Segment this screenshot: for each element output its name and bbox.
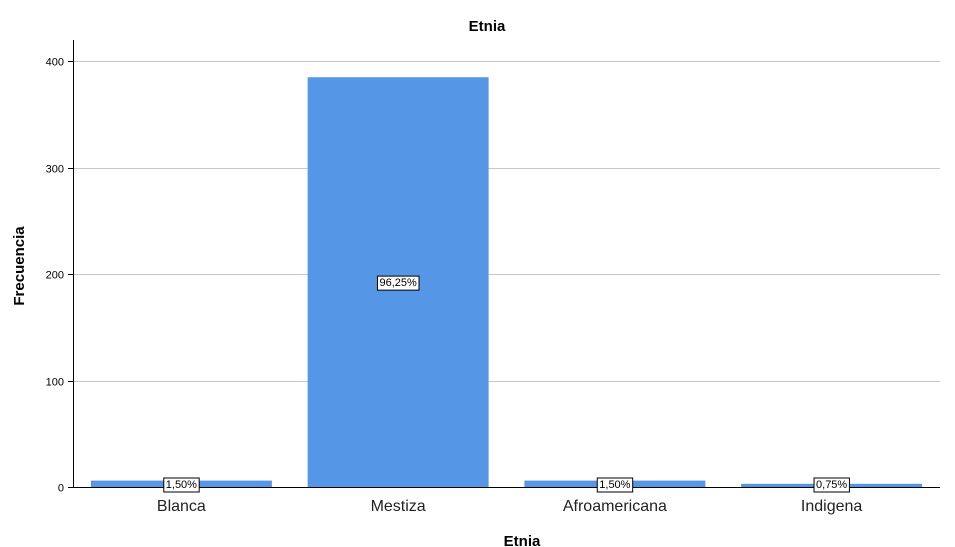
axes: 0 100 200 300 400 Blanca Mestiza Afroamericana I… <box>46 40 940 515</box>
data-label-text: 1,50% <box>166 479 197 491</box>
data-label: 96,25% <box>376 275 420 291</box>
data-label-text: 96,25% <box>379 277 417 289</box>
data-label: 1,50% <box>163 477 200 493</box>
y-tick-label: 100 <box>46 377 64 389</box>
y-tick-label: 400 <box>46 57 64 69</box>
y-tick-label: 0 <box>58 483 64 495</box>
data-label-text: 0,75% <box>816 479 847 491</box>
bars <box>90 77 923 487</box>
x-tick-label: Afroamericana <box>563 498 667 515</box>
x-tick-label: Mestiza <box>371 498 426 515</box>
data-label-box <box>163 477 200 493</box>
chart-title: Etnia <box>469 18 506 35</box>
data-label-box <box>813 477 850 493</box>
y-tick-label: 200 <box>46 270 64 282</box>
data-label-text: 1,50% <box>599 479 630 491</box>
data-label-box <box>596 477 634 493</box>
data-label-box <box>376 275 420 291</box>
x-axis-label: Etnia <box>504 533 541 547</box>
y-tick-label: 300 <box>46 164 64 176</box>
data-label: 0,75% <box>813 477 850 493</box>
x-tick-label: Blanca <box>157 498 206 515</box>
y-axis-label: Frecuencia <box>11 226 28 306</box>
data-label: 1,50% <box>596 477 634 493</box>
gridlines <box>73 61 940 382</box>
data-labels: 1,50% 96,25% 1,50% 0,75% <box>163 275 850 493</box>
x-tick-label: Indigena <box>801 498 862 515</box>
